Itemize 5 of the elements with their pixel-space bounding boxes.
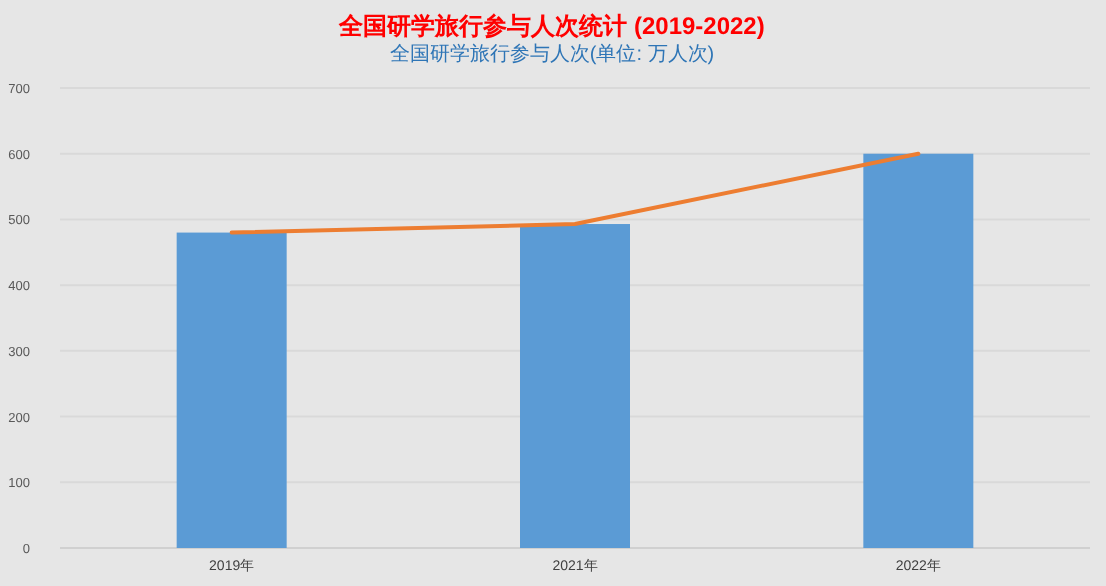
chart-subtitle: 全国研学旅行参与人次(单位: 万人次) — [389, 42, 715, 66]
chart-title: 全国研学旅行参与人次统计 (2019-2022) — [337, 12, 765, 40]
bar — [520, 224, 630, 548]
bar — [863, 153, 974, 548]
bar — [176, 232, 287, 548]
